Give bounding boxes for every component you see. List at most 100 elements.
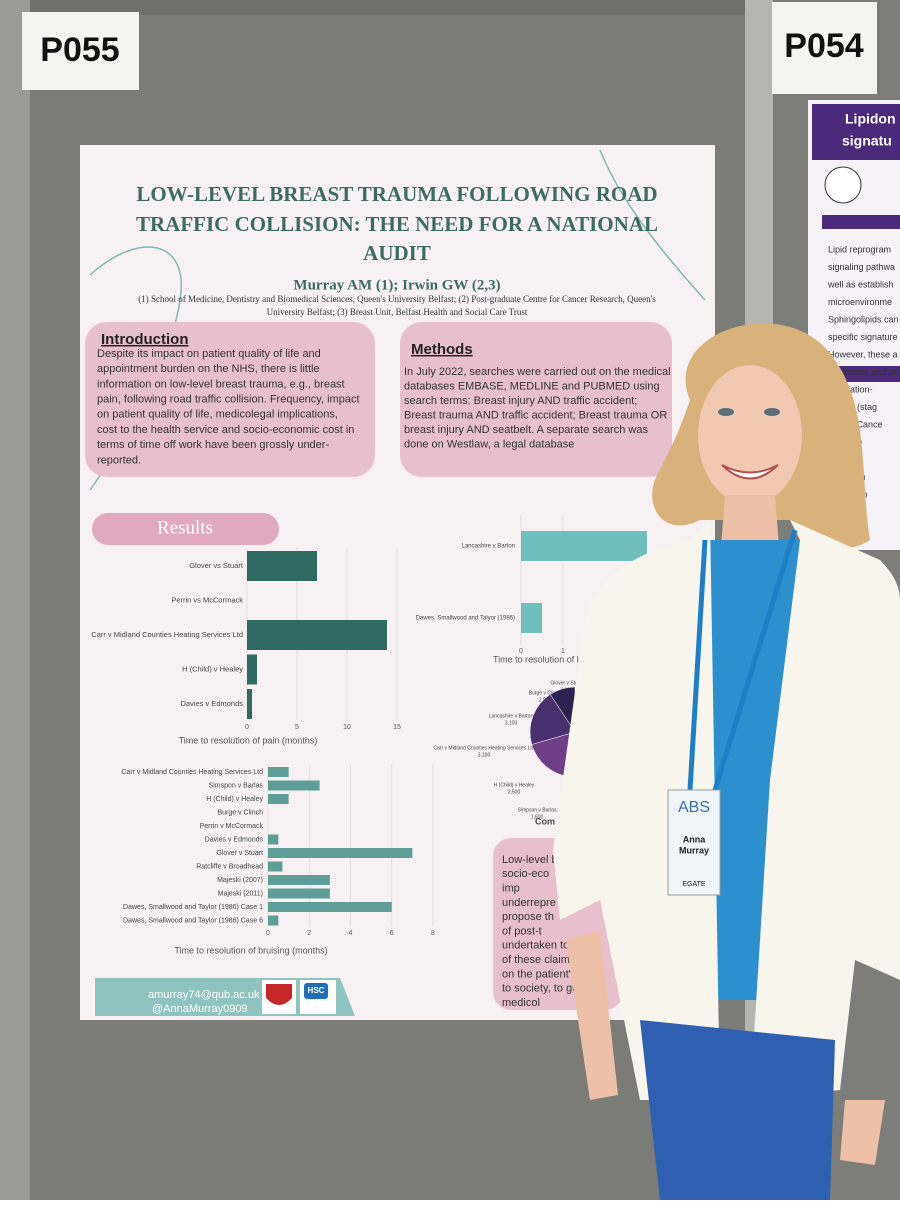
body-text: of post-t: [502, 925, 542, 937]
badge-role: EGATE: [682, 881, 706, 888]
body-text: Lipid reprogram: [828, 244, 891, 254]
x-axis-label: Time to resolution of bruising (months): [174, 945, 327, 955]
body-text: propose th: [502, 911, 554, 923]
body-text: undertaken to c: [502, 940, 578, 952]
y-tick-label: Perrin vs McCormack: [171, 595, 243, 604]
hand: [566, 930, 618, 1100]
pie-label: Glover v Stuart: [550, 680, 584, 686]
bar: [247, 620, 387, 650]
pie-label: Simpson v Barlas: [518, 807, 557, 813]
bar: [268, 834, 279, 845]
y-tick-label: Davies v Edmonds: [205, 836, 264, 843]
pie-title: Com: [535, 816, 555, 826]
x-tick-label: 0: [245, 724, 249, 731]
board-frame: [0, 0, 30, 1200]
blazer: [553, 520, 720, 1100]
intro-box: [85, 322, 375, 477]
side-title: signatu: [842, 133, 892, 149]
bar: [268, 780, 320, 791]
x-tick-label: 8: [431, 930, 435, 937]
x-tick-label: 6: [390, 930, 394, 937]
body-text: terms of time off work have been grossly…: [97, 439, 329, 451]
y-tick-label: Dawes, Smallwood and Taylor (1986) Case …: [123, 917, 263, 924]
body-text: specific signature: [828, 332, 898, 342]
badge-logo: ABS: [678, 799, 710, 816]
decor-curve: [599, 149, 706, 301]
x-tick-label: 1: [561, 648, 565, 655]
trousers: [640, 1020, 835, 1200]
body-text: search terms: Breast injury AND traffic …: [404, 395, 637, 407]
y-tick-label: H (Child) v Healey: [182, 664, 243, 673]
body-text: In July 2022, searches were carried out …: [404, 366, 671, 378]
bar: [268, 888, 330, 899]
y-tick-label: Dawes, Smallwood and Taylor (1986) Case …: [123, 904, 263, 911]
x-tick-label: 5: [295, 724, 299, 731]
footer-handle: @AnnaMurray0909: [152, 1003, 248, 1015]
poster-title: LOW-LEVEL BREAST TRAUMA FOLLOWING ROAD: [136, 182, 657, 206]
pie-slice: [549, 686, 576, 733]
bar: [247, 551, 317, 581]
board-label: [22, 12, 139, 90]
body-text: reported.: [97, 454, 141, 466]
body-text: However, these a: [828, 349, 898, 359]
y-tick-label: Simspon v Barlas: [209, 782, 264, 789]
affiliation: (1) School of Medicine, Dentistry and Bi…: [138, 294, 656, 304]
body-text: to society, to gu: [502, 983, 578, 995]
body-text: signaling pathwa: [828, 262, 895, 272]
pie-value-label: 3,100: [478, 752, 491, 758]
body-text: of these claims: [502, 954, 576, 966]
bar: [521, 603, 542, 633]
pie-label: Carr v Midland Counties Heating Services…: [433, 745, 534, 751]
body-text: on the patient': [502, 968, 571, 980]
body-text: databases EMBASE, MEDLINE and PUBMED usi…: [404, 380, 660, 392]
body-text: Breast trauma AND traffic accident; Brea…: [404, 409, 667, 421]
body-text: pain, following road traffic collision. …: [97, 394, 360, 406]
eye: [718, 408, 734, 416]
y-tick-label: Lancashire v Barton: [462, 544, 515, 550]
y-tick-label: Perrin v McCormack: [200, 823, 264, 830]
bar: [247, 654, 257, 685]
badge: [667, 789, 721, 896]
y-tick-label: Carr v Midland Counties Heating Services…: [121, 769, 263, 776]
bar: [268, 767, 289, 777]
body-text: Sphingolipids can: [828, 314, 899, 324]
y-tick-label: Ratcliffe v Broadhead: [196, 863, 263, 870]
body-text: microenvironme: [828, 297, 892, 307]
bar: [268, 915, 279, 926]
pie-value-label: 3,500: [508, 789, 521, 795]
lanyard: [687, 529, 798, 791]
x-tick-label: 0: [519, 648, 523, 655]
body-text: breast injury AND seatbelt. A separate s…: [404, 424, 648, 436]
logo-shield: [266, 984, 292, 1005]
logo-text: HSC: [308, 986, 325, 995]
board-label-text: P054: [784, 27, 863, 65]
y-tick-label: Glover v Stuart: [216, 850, 263, 857]
blazer: [750, 520, 900, 1100]
body-text: on patient quality of life, medicolegal …: [97, 409, 338, 421]
bar: [268, 794, 289, 804]
logo-mark: [304, 983, 328, 999]
pie-label: Burge v Clinch: [529, 690, 562, 696]
body-text: underrepre: [502, 897, 556, 909]
body-text: imp: [502, 883, 520, 895]
bar: [247, 689, 252, 719]
y-tick-label: Burge v Clinch: [217, 809, 263, 816]
authors: Murray AM (1); Irwin GW (2,3): [293, 277, 500, 293]
body-text: done on Westlaw, a legal database: [404, 438, 574, 450]
person: ABS Anna Murray EGATE: [553, 323, 900, 1200]
bar: [268, 875, 330, 885]
side-title: Lipidon: [845, 111, 896, 127]
body-text: Low-level b: [502, 854, 558, 866]
section-heading: Methods: [411, 341, 473, 358]
bar: [268, 861, 283, 872]
body-text: appointment burden on the NHS, there is …: [97, 363, 320, 375]
x-tick-label: 15: [393, 724, 401, 731]
side-poster-header: [812, 104, 900, 160]
pie-label: H (Child) v Healey: [494, 782, 535, 788]
hand: [840, 1100, 885, 1165]
affiliation: University Belfast; (3) Breast Unit, Bel…: [267, 307, 528, 317]
y-tick-label: Glover vs Stuart: [189, 561, 244, 570]
body-text: diagnostic and pro: [828, 367, 900, 377]
smile: [721, 464, 779, 480]
